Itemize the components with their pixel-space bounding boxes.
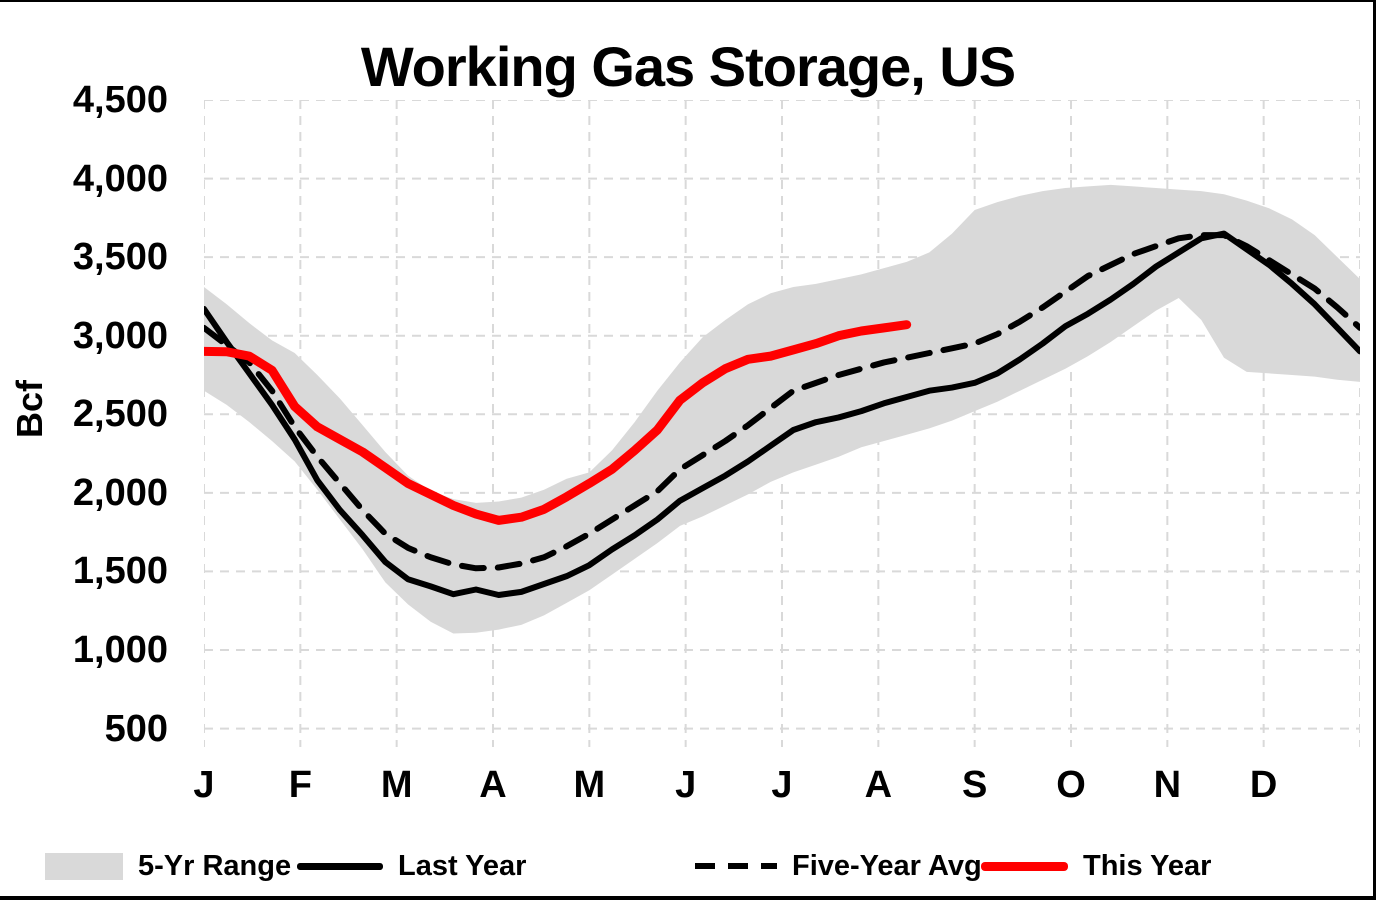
x-tick-label: A bbox=[479, 764, 507, 806]
y-tick-label: 3,500 bbox=[72, 236, 168, 279]
legend-item-this-year: This Year bbox=[981, 845, 1211, 887]
legend-label: 5-Yr Range bbox=[138, 849, 292, 882]
legend-swatch-dashed bbox=[695, 863, 777, 869]
legend-label: Five-Year Avg bbox=[792, 849, 982, 882]
y-tick-label: 4,500 bbox=[72, 79, 168, 121]
chart-title: Working Gas Storage, US bbox=[360, 35, 1016, 98]
x-tick-label: O bbox=[1056, 764, 1086, 806]
x-tick-label: M bbox=[380, 764, 413, 806]
legend-label: This Year bbox=[1083, 849, 1212, 882]
legend-label: Last Year bbox=[398, 849, 527, 882]
x-tick-label: S bbox=[961, 764, 988, 806]
series-last-year bbox=[204, 230, 1360, 598]
y-tick-label: 1,000 bbox=[72, 628, 168, 671]
y-tick-label: 2,500 bbox=[72, 393, 168, 436]
x-tick-label: J bbox=[771, 764, 793, 806]
y-tick-label: 3,000 bbox=[72, 314, 168, 357]
series-five-year-avg bbox=[204, 232, 1360, 572]
legend-item-last-year: Last Year bbox=[297, 845, 526, 887]
y-tick-label: 4,000 bbox=[72, 157, 168, 200]
plot-svg bbox=[204, 100, 1360, 747]
x-tick-label: M bbox=[573, 764, 606, 806]
legend-item-five-year-avg: Five-Year Avg bbox=[695, 845, 982, 887]
legend-swatch-thick bbox=[981, 861, 1068, 871]
x-tick-label: F bbox=[288, 764, 312, 806]
legend-swatch-band bbox=[45, 852, 123, 880]
x-tick-label: J bbox=[675, 764, 697, 806]
x-tick-label: N bbox=[1153, 764, 1182, 806]
y-tick-label: 500 bbox=[104, 707, 168, 750]
x-tick-label: J bbox=[193, 764, 215, 806]
legend-swatch-solid bbox=[297, 862, 383, 870]
x-tick-label: D bbox=[1249, 764, 1278, 806]
x-tick-label: A bbox=[864, 764, 893, 806]
y-tick-label: 1,500 bbox=[72, 550, 168, 593]
y-tick-label: 2,000 bbox=[72, 471, 168, 514]
legend-item-5-yr-range: 5-Yr Range bbox=[45, 845, 291, 887]
series-this-year bbox=[204, 320, 912, 525]
